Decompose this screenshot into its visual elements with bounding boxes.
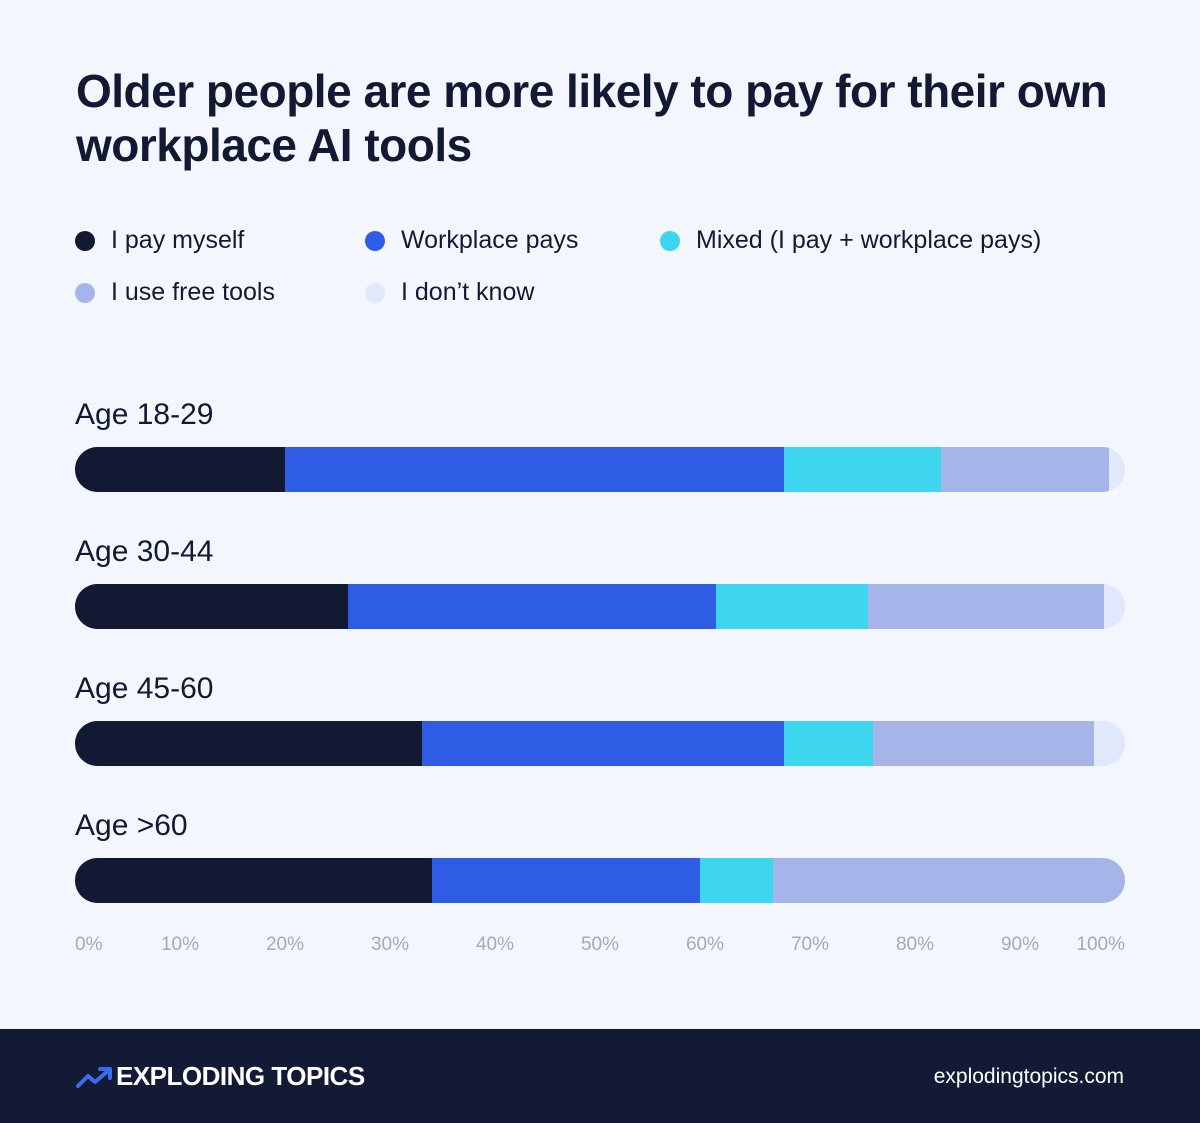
bar-segment-i-use-free-tools xyxy=(867,584,1104,629)
legend-item-i-pay-myself: I pay myself xyxy=(75,226,244,255)
brand-name: EXPLODING TOPICS xyxy=(116,1061,365,1091)
x-tick-label: 80% xyxy=(895,934,935,955)
legend-swatch xyxy=(365,282,385,303)
bar-track xyxy=(75,858,1125,903)
bar-row-age-60: Age >60 xyxy=(75,803,1125,940)
legend: I pay myself Workplace pays Mixed (I pay +… xyxy=(75,226,1135,326)
bar-segment-i-don-t-know xyxy=(1104,584,1125,629)
bar-segment-i-use-free-tools xyxy=(773,858,1125,903)
bar-segment-mixed-i-pay-workplace-pays xyxy=(699,858,774,903)
x-tick-label: 90% xyxy=(1000,934,1040,955)
bar-segment-mixed-i-pay-workplace-pays xyxy=(783,721,873,766)
bar-segment-i-pay-myself xyxy=(75,858,432,903)
chart-title: Older people are more likely to pay for … xyxy=(76,65,1108,171)
bar-segment-workplace-pays xyxy=(421,721,784,766)
x-tick-label: 0% xyxy=(75,934,103,955)
bar-track xyxy=(75,721,1125,766)
category-label: Age 45-60 xyxy=(75,672,214,705)
bar-track xyxy=(75,584,1125,629)
category-label: Age 30-44 xyxy=(75,535,214,568)
bar-segment-i-don-t-know xyxy=(1093,721,1125,766)
legend-label: I don’t know xyxy=(401,278,535,306)
x-tick-label: 70% xyxy=(790,934,830,955)
bar-segment-workplace-pays xyxy=(432,858,700,903)
website-link[interactable]: explodingtopics.com xyxy=(933,1065,1124,1088)
legend-label: Mixed (I pay + workplace pays) xyxy=(696,226,1042,254)
bar-segment-i-pay-myself xyxy=(75,447,285,492)
stacked-bar-chart: Age 18-29 Age 30-44 Age 45-60 Age >60 xyxy=(75,392,1125,940)
x-tick-label: 50% xyxy=(580,934,620,955)
bar-row-age-18-29: Age 18-29 xyxy=(75,392,1125,529)
category-label: Age 18-29 xyxy=(75,398,214,431)
legend-item-i-don-t-know: I don’t know xyxy=(365,278,534,307)
bar-segment-i-pay-myself xyxy=(75,584,348,629)
legend-item-mixed-i-pay-workplace-pays: Mixed (I pay + workplace pays) xyxy=(660,226,1041,255)
bar-segment-i-pay-myself xyxy=(75,721,422,766)
legend-label: I use free tools xyxy=(111,278,275,306)
legend-item-i-use-free-tools: I use free tools xyxy=(75,278,275,307)
legend-swatch xyxy=(365,230,385,251)
brand-logo[interactable]: EXPLODING TOPICS xyxy=(76,1061,365,1092)
legend-swatch xyxy=(75,282,95,303)
bar-segment-i-use-free-tools xyxy=(873,721,1094,766)
x-tick-label: 20% xyxy=(265,934,305,955)
bar-track xyxy=(75,447,1125,492)
legend-item-workplace-pays: Workplace pays xyxy=(365,226,578,255)
x-tick-label: 40% xyxy=(475,934,515,955)
bar-segment-mixed-i-pay-workplace-pays xyxy=(715,584,868,629)
legend-swatch xyxy=(660,230,680,251)
x-tick-label: 60% xyxy=(685,934,725,955)
x-axis: 0% 10% 20% 30% 40% 50% 60% 70% 80% 90% 100% xyxy=(75,934,1125,964)
bar-row-age-45-60: Age 45-60 xyxy=(75,666,1125,803)
x-tick-label: 100% xyxy=(1076,934,1125,955)
bar-segment-mixed-i-pay-workplace-pays xyxy=(783,447,942,492)
bar-segment-i-use-free-tools xyxy=(941,447,1110,492)
trend-arrow-icon xyxy=(76,1066,112,1088)
legend-label: I pay myself xyxy=(111,226,245,254)
bar-segment-workplace-pays xyxy=(348,584,716,629)
bar-segment-workplace-pays xyxy=(285,447,784,492)
bar-segment-i-don-t-know xyxy=(1109,447,1125,492)
bar-row-age-30-44: Age 30-44 xyxy=(75,529,1125,666)
footer: EXPLODING TOPICS explodingtopics.com xyxy=(0,1029,1200,1123)
legend-swatch xyxy=(75,230,95,251)
category-label: Age >60 xyxy=(75,809,188,842)
x-tick-label: 10% xyxy=(160,934,200,955)
legend-label: Workplace pays xyxy=(401,226,579,254)
x-tick-label: 30% xyxy=(370,934,410,955)
